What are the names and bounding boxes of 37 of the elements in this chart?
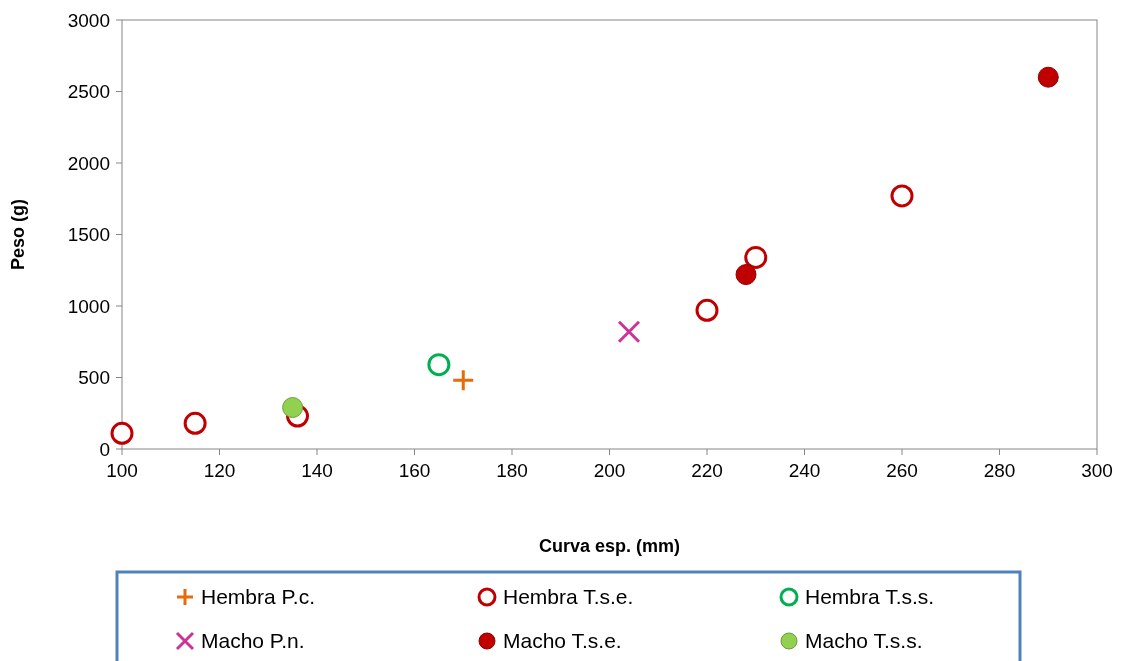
legend-label: Macho T.s.s. [805,629,923,653]
legend-label: Macho P.n. [201,629,305,653]
point [427,353,451,377]
y-tick-label: 1500 [67,224,110,246]
point [183,411,207,435]
legend-label: Macho T.s.e. [503,629,622,653]
x-tick-label: 240 [788,460,821,481]
point [890,184,914,208]
x-tick-label: 220 [691,460,723,481]
x-tick-label: 140 [301,460,333,481]
legend-label: Hembra T.s.s. [805,585,935,609]
point [744,245,768,269]
y-tick-label: 3000 [67,9,110,31]
x-tick-label: 200 [593,460,626,481]
point [451,368,475,392]
x-axis-title: Curva esp. (mm) [538,536,681,556]
x-tick-label: 260 [886,460,918,481]
x-tick-label: 120 [203,460,236,481]
x-tick-label: 160 [398,460,431,481]
legend-label: Hembra T.s.e. [503,585,634,609]
point [735,264,757,286]
legend-label: Hembra P.c. [201,585,315,609]
point [617,320,641,344]
x-tick-label: 100 [106,460,138,481]
point [1037,66,1059,88]
y-tick-label: 500 [78,367,110,389]
y-tick-label: 1000 [67,295,110,317]
y-tick-label: 0 [99,438,110,460]
y-tick-label: 2500 [67,81,110,103]
point [110,421,134,445]
x-tick-label: 180 [496,460,528,481]
x-tick-label: 280 [983,460,1016,481]
x-tick-label: 300 [1081,460,1113,481]
point [282,397,304,419]
y-axis-title: Peso (g) [8,198,28,271]
y-tick-label: 2000 [67,152,110,174]
point [695,298,719,322]
